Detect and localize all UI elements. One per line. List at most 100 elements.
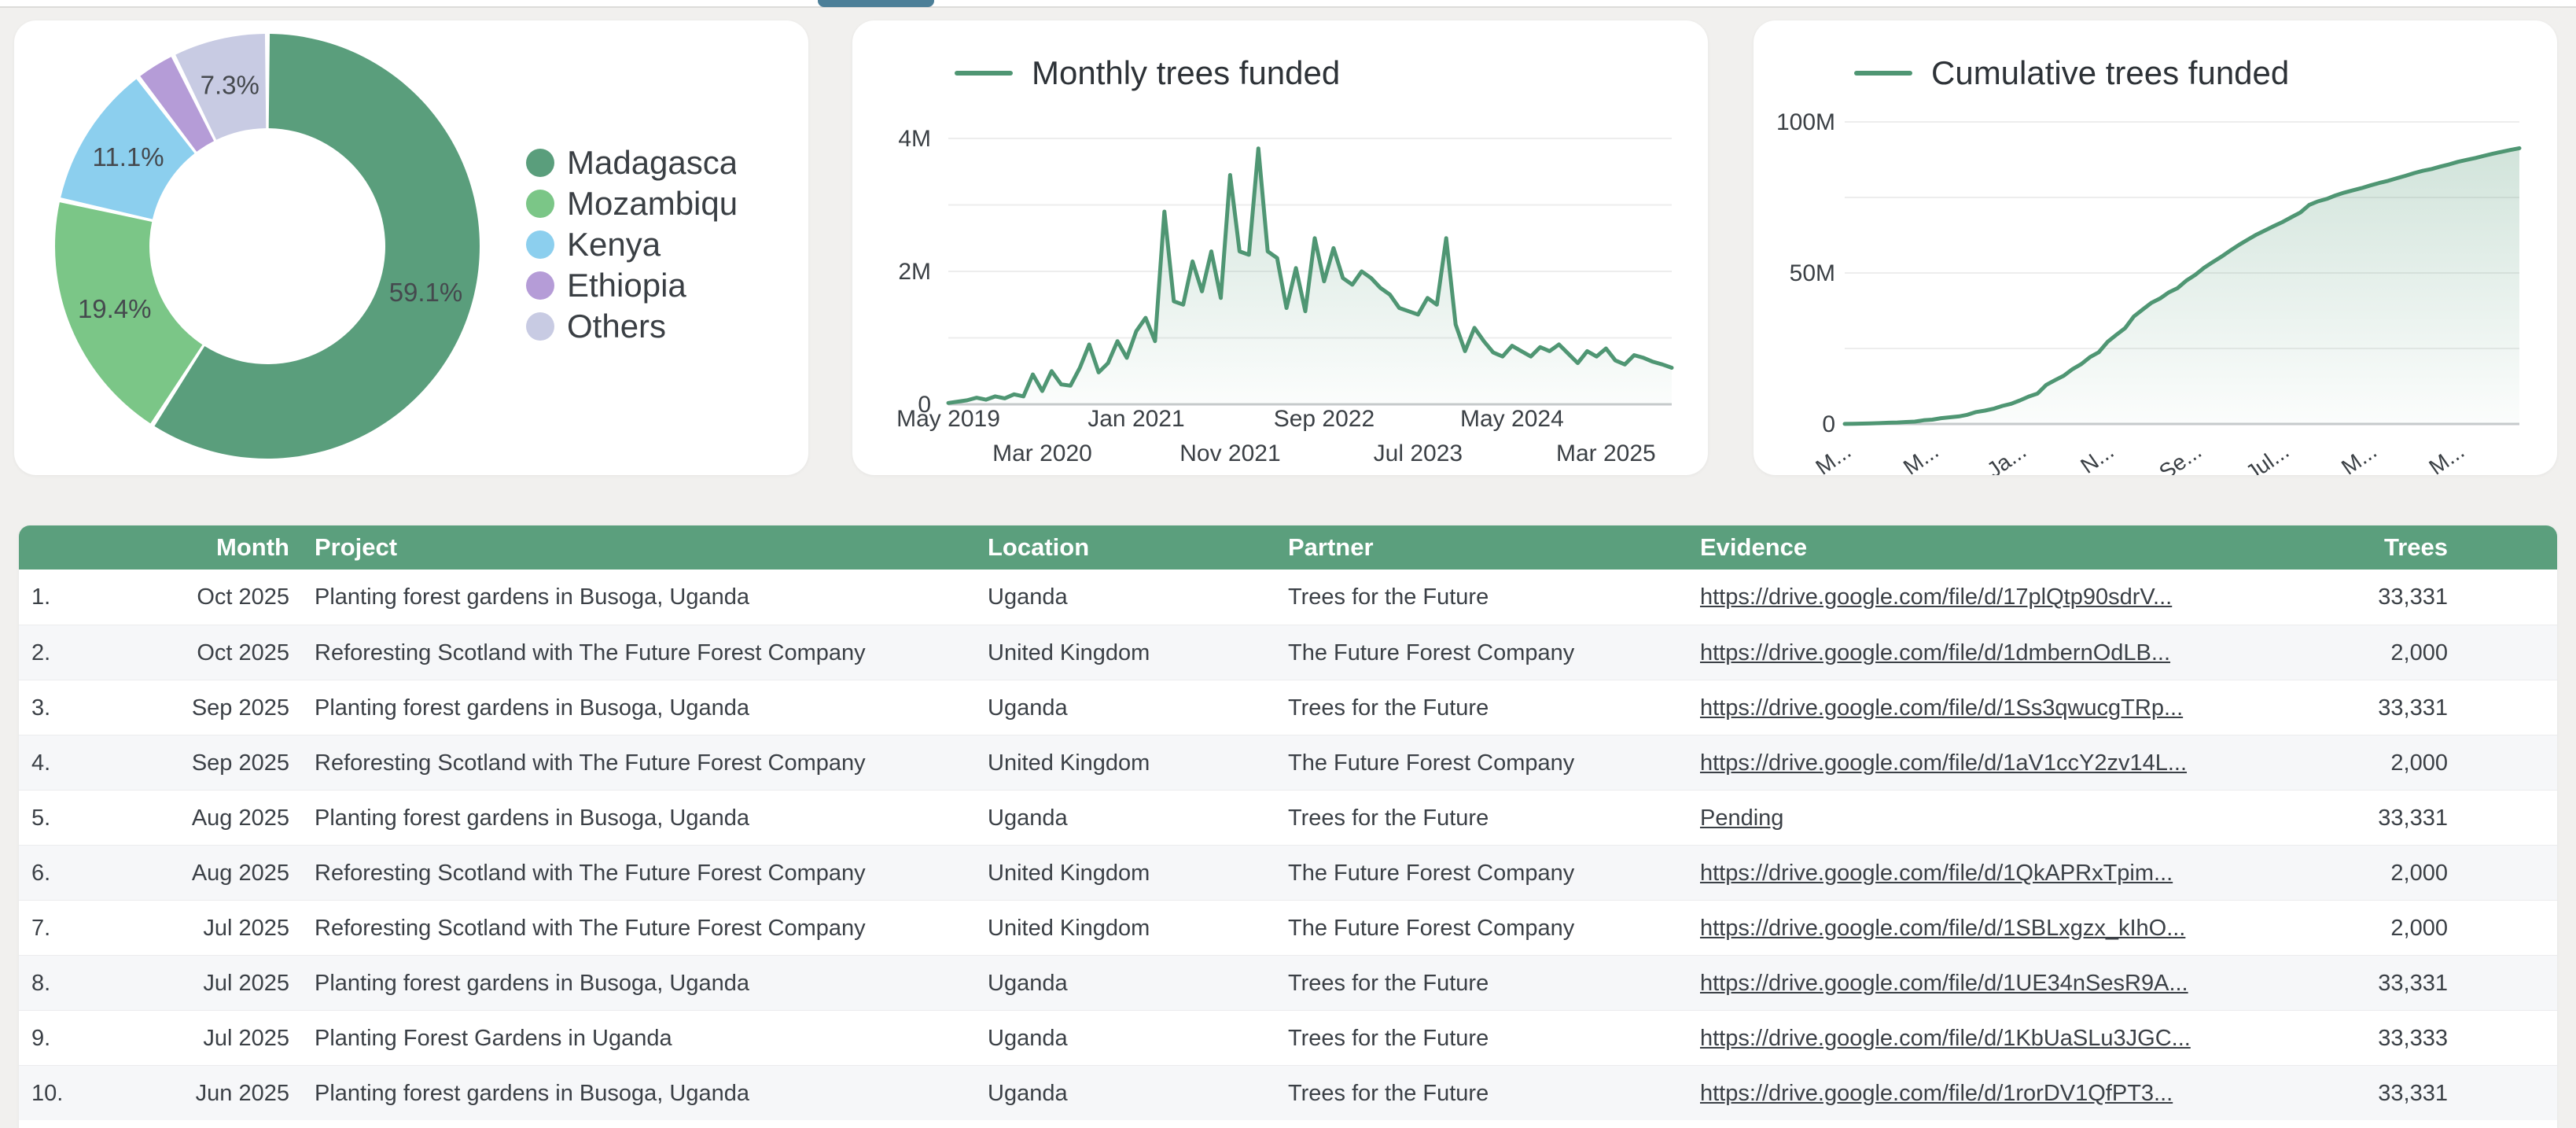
cell-evidence: https://drive.google.com/file/d/1SBLxgzx… <box>1681 901 2337 955</box>
cell-partner: Trees for the Future <box>1288 971 1489 996</box>
table-body: 1. Oct 2025 Planting forest gardens in Bus… <box>19 570 2557 1120</box>
col-header-evidence: Evidence <box>1700 533 1808 561</box>
donut-legend-label: Mozambique <box>567 185 736 222</box>
line-swatch-icon <box>1854 71 1912 76</box>
table-row: 5. Aug 2025 Planting forest gardens in Bus… <box>19 790 2557 845</box>
monthly-chart-legend[interactable]: Monthly trees funded <box>955 54 1341 91</box>
x-axis-tick-label: Jul 2023 <box>1374 441 1463 466</box>
cell-num: 5. <box>31 805 51 831</box>
cumulative-chart-title: Cumulative trees funded <box>1931 54 2290 91</box>
evidence-link[interactable]: https://drive.google.com/file/d/1rorDV1Q… <box>1700 1081 2173 1106</box>
donut-slice-madagascar[interactable] <box>154 34 480 459</box>
donut-legend-item-ethiopia[interactable]: Ethiopia <box>526 265 736 306</box>
monthly-chart-title: Monthly trees funded <box>1032 54 1341 91</box>
col-header-location: Location <box>988 533 1090 561</box>
evidence-link[interactable]: Pending <box>1700 805 1784 831</box>
x-axis-tick-label: M... <box>2337 439 2381 475</box>
legend-swatch-icon <box>526 190 554 218</box>
tab-scroll-indicator[interactable] <box>818 0 934 7</box>
cell-evidence: https://drive.google.com/file/d/1dmbernO… <box>1681 625 2337 680</box>
cell-evidence: Pending <box>1681 791 2337 845</box>
evidence-link[interactable]: https://drive.google.com/file/d/1aV1ccY2… <box>1700 750 2188 776</box>
cell-partner: The Future Forest Company <box>1288 750 1575 776</box>
cumulative-chart-card: Cumulative trees funded 0 50M 100M M... M...… <box>1754 20 2557 475</box>
donut-legend-item-kenya[interactable]: Kenya <box>526 224 736 265</box>
col-header-num <box>19 525 118 570</box>
y-axis-tick-label: 0 <box>918 392 931 418</box>
y-axis-tick-label: 2M <box>898 259 931 285</box>
evidence-link[interactable]: https://drive.google.com/file/d/1dmbernO… <box>1700 640 2171 665</box>
donut-slice-mozambique[interactable] <box>55 202 203 424</box>
table-row: 1. Oct 2025 Planting forest gardens in Bus… <box>19 570 2557 625</box>
donut-slice-label: 19.4% <box>78 294 152 323</box>
cell-trees: 33,331 <box>2378 971 2448 996</box>
cell-num: 3. <box>31 695 51 721</box>
cell-location: Uganda <box>988 1081 1068 1106</box>
donut-legend-item-others[interactable]: Others <box>526 306 736 347</box>
x-axis-tick-label: M... <box>1811 439 1855 475</box>
evidence-link[interactable]: https://drive.google.com/file/d/1KbUaSLu… <box>1700 1026 2191 1051</box>
cell-trees: 33,331 <box>2378 805 2448 831</box>
line-swatch-icon <box>955 71 1013 76</box>
cell-location: United Kingdom <box>988 640 1150 665</box>
cell-partner: The Future Forest Company <box>1288 916 1575 941</box>
x-axis-tick-label: May 2019 <box>896 406 1000 432</box>
cell-evidence: https://drive.google.com/file/d/1KbUaSLu… <box>1681 1011 2337 1065</box>
donut-legend-item-madagascar[interactable]: Madagascar <box>526 142 736 183</box>
cell-trees: 33,333 <box>2378 1026 2448 1051</box>
monthly-line-chart: 0 2M 4M May 2019 Jan 2021 Sep 2022 May 2024 Mar… <box>896 126 1674 466</box>
cell-trees: 33,331 <box>2378 584 2448 610</box>
legend-swatch-icon <box>526 312 554 341</box>
y-axis-tick-label: 50M <box>1790 260 1835 286</box>
donut-legend-label: Kenya <box>567 226 661 263</box>
col-header-project: Project <box>315 533 398 561</box>
cell-project: Reforesting Scotland with The Future For… <box>315 640 866 665</box>
donut-slice-kenya[interactable] <box>61 79 195 219</box>
x-axis-tick-label: Ja... <box>1982 439 2030 475</box>
cell-location: Uganda <box>988 584 1068 610</box>
cell-location: Uganda <box>988 695 1068 721</box>
cell-month: Sep 2025 <box>191 695 289 721</box>
evidence-link[interactable]: https://drive.google.com/file/d/17plQtp9… <box>1700 584 2173 610</box>
cell-evidence: https://drive.google.com/file/d/1QkAPRxT… <box>1681 846 2337 900</box>
donut-slice-others[interactable] <box>175 34 267 140</box>
y-axis-tick-label: 4M <box>898 126 931 152</box>
x-axis-tick-label: Mar 2025 <box>1556 441 1656 466</box>
cell-location: United Kingdom <box>988 916 1150 941</box>
donut-slice-ethiopia[interactable] <box>140 57 215 152</box>
table-row: 9. Jul 2025 Planting Forest Gardens in Uga… <box>19 1010 2557 1065</box>
cell-trees: 33,331 <box>2378 1081 2448 1106</box>
x-axis-tick-label: Jan 2021 <box>1087 406 1184 432</box>
cell-location: United Kingdom <box>988 861 1150 886</box>
cell-num: 1. <box>31 584 51 610</box>
donut-legend-item-mozambique[interactable]: Mozambique <box>526 183 736 224</box>
cell-num: 9. <box>31 1026 51 1051</box>
cell-location: Uganda <box>988 971 1068 996</box>
table-row: 7. Jul 2025 Reforesting Scotland with The … <box>19 900 2557 955</box>
evidence-link[interactable]: https://drive.google.com/file/d/1QkAPRxT… <box>1700 861 2173 886</box>
evidence-link[interactable]: https://drive.google.com/file/d/1SBLxgzx… <box>1700 916 2186 941</box>
legend-swatch-icon <box>526 271 554 300</box>
x-axis-tick-label: M... <box>1899 439 1943 475</box>
donut-legend-label: Others <box>567 308 667 345</box>
cell-month: Jul 2025 <box>203 1026 289 1051</box>
cell-month: Jul 2025 <box>203 971 289 996</box>
cell-project: Reforesting Scotland with The Future For… <box>315 750 866 776</box>
cell-month: Sep 2025 <box>191 750 289 776</box>
x-axis-tick-label: N... <box>2076 439 2118 475</box>
cell-evidence: https://drive.google.com/file/d/1Ss3qwuc… <box>1681 680 2337 735</box>
cell-evidence: https://drive.google.com/file/d/1rorDV1Q… <box>1681 1066 2337 1120</box>
cell-project: Planting forest gardens in Busoga, Ugand… <box>315 805 749 831</box>
cell-project: Planting forest gardens in Busoga, Ugand… <box>315 971 749 996</box>
cell-evidence: https://drive.google.com/file/d/1aV1ccY2… <box>1681 735 2337 790</box>
table-row: 8. Jul 2025 Planting forest gardens in Bus… <box>19 955 2557 1010</box>
evidence-link[interactable]: https://drive.google.com/file/d/1UE34nSe… <box>1700 971 2188 996</box>
evidence-link[interactable]: https://drive.google.com/file/d/1Ss3qwuc… <box>1700 695 2184 721</box>
cumulative-chart-legend[interactable]: Cumulative trees funded <box>1854 54 2290 91</box>
cell-partner: The Future Forest Company <box>1288 640 1575 665</box>
col-header-trees: Trees <box>2383 533 2448 561</box>
cell-partner: Trees for the Future <box>1288 805 1489 831</box>
cell-project: Reforesting Scotland with The Future For… <box>315 916 866 941</box>
x-axis-tick-label: Sep 2022 <box>1274 406 1374 432</box>
table-header-row: Month Project Location Partner Evidence … <box>19 525 2557 570</box>
